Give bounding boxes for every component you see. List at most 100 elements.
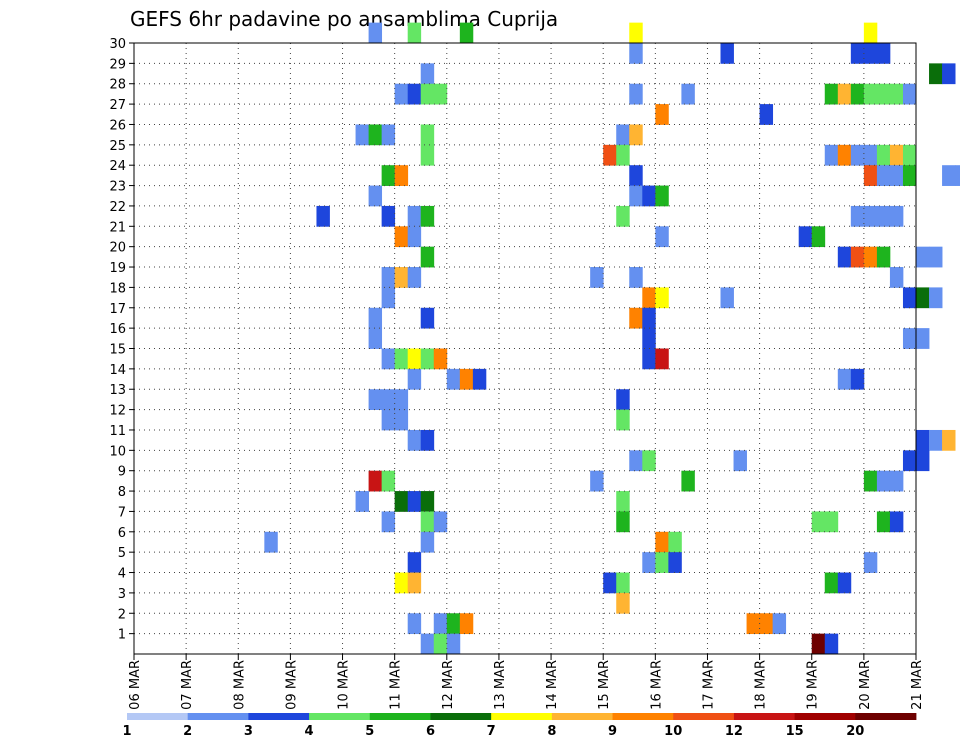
heatmap-cell [407,267,422,288]
x-tick-label: 10 MAR [337,660,352,710]
heatmap-cell [837,368,852,390]
heatmap-cell [837,83,852,105]
colorbar-label: 10 [664,724,682,739]
heatmap-cell [264,531,278,553]
heatmap-cell [655,348,669,370]
heatmap-cell [824,83,839,105]
heatmap-cell [629,165,643,186]
heatmap-cell [889,470,904,492]
y-tick-label: 2 [118,607,126,622]
heatmap-cell [916,429,930,451]
heatmap-cell [889,165,904,186]
heatmap-cell [603,572,617,594]
y-tick-label: 11 [109,424,126,439]
y-tick-label: 25 [109,139,126,154]
heatmap-cell [407,226,422,248]
heatmap-cell [863,83,878,105]
heatmap-cell [355,124,369,146]
heatmap-cell [863,144,878,166]
heatmap-cell [368,124,383,146]
x-tick-label: 21 MAR [910,660,925,710]
colorbar-label: 7 [487,724,496,739]
heatmap-cell [407,83,422,105]
heatmap-cell [368,389,383,410]
heatmap-cell [863,22,878,44]
heatmap-cell [616,124,630,146]
heatmap-cell [616,205,630,227]
heatmap-cell [394,348,409,370]
heatmap-cell [407,552,422,573]
heatmap-cell [929,287,943,309]
heatmap-cell [407,205,422,227]
heatmap-cell [407,613,422,635]
heatmap-cell [955,165,960,186]
heatmap-cell [746,613,760,635]
heatmap-cell [446,633,461,655]
heatmap-cell [420,83,435,105]
heatmap-cell [889,205,904,227]
heatmap-cell [863,43,878,64]
heatmap-cell [876,511,891,533]
colorbar-label: 8 [547,724,556,739]
heatmap-cell [824,511,839,533]
heatmap-cell [381,511,396,533]
heatmap-cell [420,246,435,268]
heatmap-cell [850,246,865,268]
heatmap-cell [863,552,878,573]
heatmap-cell [916,450,930,472]
y-tick-label: 8 [118,485,126,500]
heatmap-cell [916,246,930,268]
heatmap-cell [407,22,422,44]
x-tick-label: 14 MAR [545,660,560,710]
x-tick-label: 17 MAR [701,660,716,710]
heatmap-cell [616,572,630,594]
colorbar-swatch [612,713,674,720]
y-tick-label: 19 [109,261,126,276]
heatmap-cell [876,83,891,105]
heatmap-cell [824,633,839,655]
x-tick-label: 19 MAR [806,660,821,710]
x-tick-label: 09 MAR [284,660,299,710]
x-tick-label: 11 MAR [389,660,404,710]
heatmap-cell [942,165,956,186]
heatmap-cell [811,633,826,655]
heatmap-cell [368,307,383,329]
heatmap-cell [655,185,669,207]
heatmap-cell [863,165,878,186]
heatmap-cell [629,22,643,44]
heatmap-cell [642,307,656,329]
y-tick-label: 23 [109,180,126,195]
heatmap-cell [876,165,891,186]
heatmap-cell [629,185,643,207]
heatmap-cell [629,450,643,472]
heatmap-cell [616,389,630,410]
heatmap-cell [446,613,461,635]
heatmap-cell [316,205,330,227]
colorbar-legend: 1 2 3 4 5 6 7 8 9 10 12 15 20 [122,713,917,739]
colorbar-label: 20 [846,724,864,739]
colorbar-swatch [794,713,856,720]
y-tick-label: 29 [109,57,126,72]
heatmap-cell [642,552,656,573]
heatmap-cell [616,511,630,533]
colorbar-swatch [491,713,553,720]
heatmap-cell [420,348,435,370]
heatmap-cell [394,409,409,431]
heatmap-cell [407,572,422,594]
colorbar-label: 5 [365,724,374,739]
heatmap-cell [863,246,878,268]
heatmap-cell [616,144,630,166]
heatmap-cell [759,613,774,635]
y-tick-label: 10 [109,444,126,459]
heatmap-cell [837,572,852,594]
heatmap-cell [629,43,643,64]
heatmap-cell [837,144,852,166]
heatmap-cell [655,552,669,573]
heatmap-cell [942,429,956,451]
heatmap-cell [681,83,695,105]
x-tick-label: 12 MAR [441,660,456,710]
heatmap-cell [420,633,435,655]
heatmap-cell [642,287,656,309]
y-tick-label: 22 [109,200,126,215]
